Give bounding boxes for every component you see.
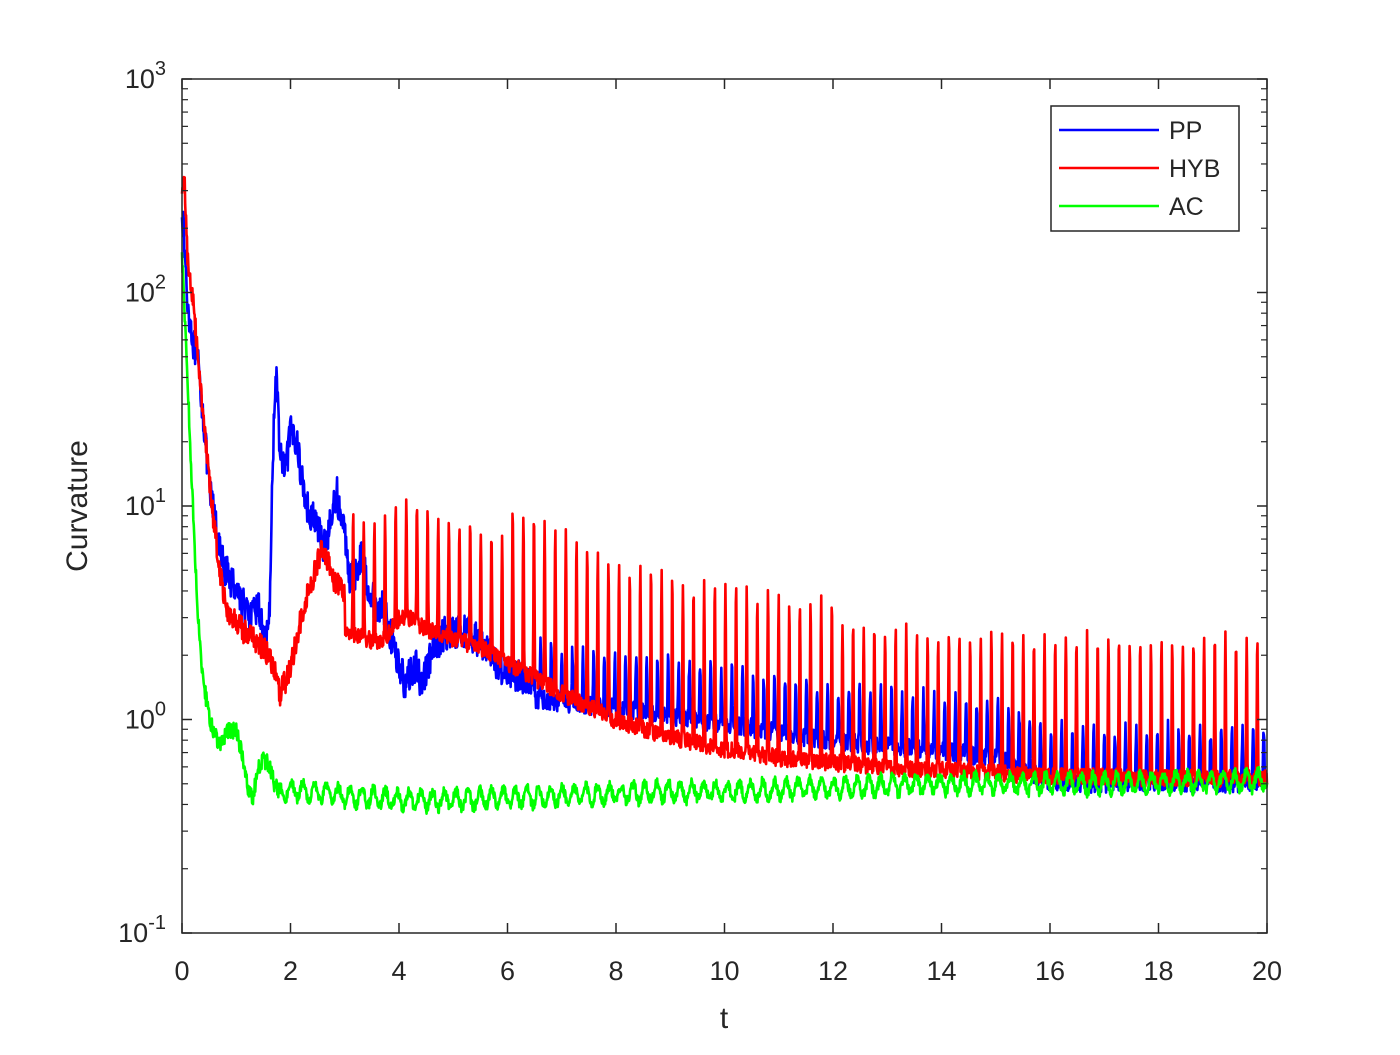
legend: PP HYB AC (1050, 105, 1240, 232)
y-tick-exponent: 2 (155, 272, 166, 294)
y-tick-base: 10 (118, 918, 148, 948)
legend-label: HYB (1169, 155, 1220, 183)
y-tick-base: 10 (125, 278, 155, 308)
y-tick-label: 10-1 (118, 912, 166, 948)
y-tick-label: 101 (125, 485, 166, 521)
x-tick-label: 0 (174, 956, 189, 986)
x-tick-label: 20 (1252, 956, 1282, 986)
x-axis-label: t (720, 1002, 729, 1035)
x-tick-label: 12 (818, 956, 848, 986)
x-tick-label: 14 (926, 956, 956, 986)
series-layer (180, 175, 1269, 815)
y-tick-label: 102 (125, 272, 166, 308)
y-tick-label: 103 (125, 58, 166, 94)
legend-label: PP (1169, 117, 1202, 145)
x-tick-labels: 0 2 4 6 8 10 12 14 16 18 20 (174, 956, 1282, 986)
series-line-hyb (180, 175, 1269, 789)
y-tick-base: 10 (125, 64, 155, 94)
y-tick-exponent: 3 (155, 58, 166, 80)
x-tick-label: 16 (1035, 956, 1065, 986)
x-tick-label: 18 (1143, 956, 1173, 986)
x-tick-label: 2 (283, 956, 298, 986)
legend-label: AC (1169, 193, 1204, 221)
series-line-ac (180, 252, 1269, 815)
y-tick-exponent: 0 (155, 699, 166, 721)
tick-layer (181, 78, 1268, 934)
y-tick-exponent: 1 (155, 485, 166, 507)
y-tick-label: 100 (125, 699, 166, 735)
y-tick-base: 10 (125, 705, 155, 735)
x-tick-label: 10 (709, 956, 739, 986)
y-tick-exponent: -1 (148, 912, 166, 934)
x-tick-label: 4 (391, 956, 406, 986)
y-tick-base: 10 (125, 491, 155, 521)
y-axis-label: Curvature (61, 440, 94, 572)
x-tick-label: 8 (608, 956, 623, 986)
x-tick-label: 6 (500, 956, 515, 986)
